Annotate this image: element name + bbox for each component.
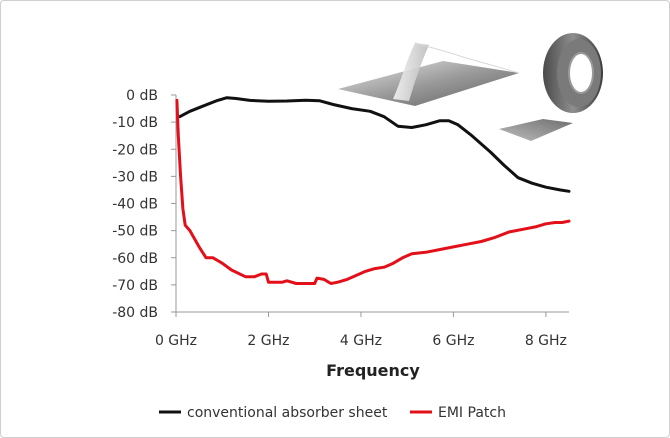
x-tick-label: 6 GHz [432,333,474,349]
y-tick-label: 0 dB [126,88,158,104]
legend: conventional absorber sheet EMI Patch [159,405,506,421]
y-tick-label: -80 dB [112,305,158,321]
emi-patch-line [175,98,571,285]
y-tick-label: -60 dB [112,251,158,267]
x-tick-label: 8 GHz [525,333,567,349]
y-tick-label: -30 dB [112,169,158,185]
x-tick-label: 2 GHz [247,333,289,349]
x-ticks: 0 GHz 2 GHz 4 GHz 6 GHz 8 GHz [155,312,567,349]
y-tick-label: -10 dB [112,115,158,131]
conventional-absorber-sheet-line [178,96,571,193]
series-lines [175,96,571,285]
x-tick-label: 4 GHz [340,333,382,349]
y-ticks: 0 dB -10 dB -20 dB -30 dB -40 dB -50 dB -60 dB… [112,88,176,321]
x-axis-title: Frequency [326,361,420,380]
emi-patch-tape-image [499,33,603,141]
y-tick-label: -50 dB [112,224,158,240]
legend-label-emi-patch: EMI Patch [438,405,506,421]
x-tick-label: 0 GHz [155,333,197,349]
y-tick-label: -20 dB [112,142,158,158]
absorber-sheet-image [338,42,520,106]
y-tick-label: -70 dB [112,278,158,294]
legend-label-conventional: conventional absorber sheet [187,405,388,421]
y-tick-label: -40 dB [112,197,158,213]
